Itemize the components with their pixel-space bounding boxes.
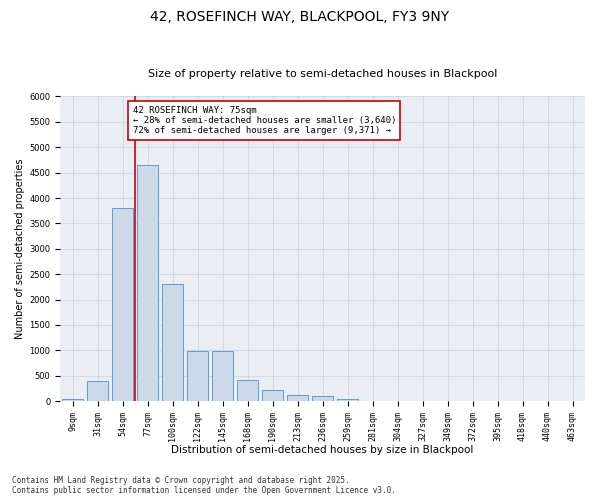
- Text: 42 ROSEFINCH WAY: 75sqm
← 28% of semi-detached houses are smaller (3,640)
72% of: 42 ROSEFINCH WAY: 75sqm ← 28% of semi-de…: [133, 106, 396, 136]
- Bar: [187, 352, 208, 401]
- Y-axis label: Number of semi-detached properties: Number of semi-detached properties: [15, 158, 25, 339]
- Bar: [312, 396, 333, 401]
- Bar: [162, 284, 183, 401]
- Bar: [262, 390, 283, 401]
- X-axis label: Distribution of semi-detached houses by size in Blackpool: Distribution of semi-detached houses by …: [172, 445, 473, 455]
- Bar: [87, 382, 108, 401]
- Bar: [287, 395, 308, 401]
- Bar: [237, 380, 258, 401]
- Bar: [337, 398, 358, 401]
- Bar: [212, 352, 233, 401]
- Text: Contains HM Land Registry data © Crown copyright and database right 2025.
Contai: Contains HM Land Registry data © Crown c…: [12, 476, 396, 495]
- Bar: [62, 398, 83, 401]
- Title: Size of property relative to semi-detached houses in Blackpool: Size of property relative to semi-detach…: [148, 69, 497, 79]
- Text: 42, ROSEFINCH WAY, BLACKPOOL, FY3 9NY: 42, ROSEFINCH WAY, BLACKPOOL, FY3 9NY: [151, 10, 449, 24]
- Bar: [137, 165, 158, 401]
- Bar: [112, 208, 133, 401]
